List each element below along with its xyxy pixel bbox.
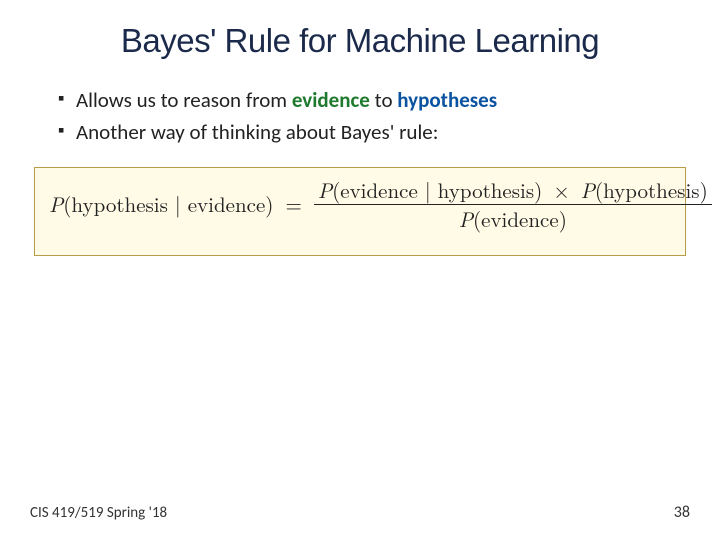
formula-fraction: P(evidence | hypothesis) × P(hypothesis)… (314, 178, 712, 231)
bullet-text-mid: to (370, 87, 397, 113)
hypotheses-keyword: hypotheses (397, 87, 497, 113)
bullet-item-1: Allows us to reason from evidence to hyp… (58, 86, 692, 114)
formula-box: P(hypothesis | evidence) = P(evidence | … (34, 167, 686, 256)
bullet-item-2: Another way of thinking about Bayes' rul… (58, 118, 692, 146)
formula-num-b: (hypothesis) (595, 175, 708, 205)
evidence-keyword: evidence (292, 87, 370, 113)
formula-P-num-b: P (581, 175, 595, 205)
bullet-text: Another way of thinking about Bayes' rul… (76, 119, 438, 145)
formula-equals: = (283, 189, 303, 219)
bullet-list: Allows us to reason from evidence to hyp… (28, 86, 692, 147)
formula-den-args: (evidence) (473, 204, 567, 234)
formula-numerator: P(evidence | hypothesis) × P(hypothesis) (314, 178, 712, 204)
formula-lhs: P(hypothesis | evidence) (49, 189, 273, 219)
formula-num-a: (evidence | hypothesis) (332, 175, 542, 205)
formula-P-den: P (459, 204, 473, 234)
formula-lhs-args: (hypothesis | evidence) (63, 189, 273, 219)
slide-title: Bayes' Rule for Machine Learning (28, 22, 692, 60)
formula-P-num-a: P (318, 175, 332, 205)
formula-denominator: P(evidence) (455, 205, 571, 231)
footer-page-number: 38 (674, 503, 690, 522)
bullet-text-pre: Allows us to reason from (76, 87, 292, 113)
slide: Bayes' Rule for Machine Learning Allows … (0, 0, 720, 540)
formula-multiply: × (549, 175, 573, 205)
formula-P-lhs: P (49, 189, 63, 219)
footer-course: CIS 419/519 Spring '18 (30, 504, 167, 522)
